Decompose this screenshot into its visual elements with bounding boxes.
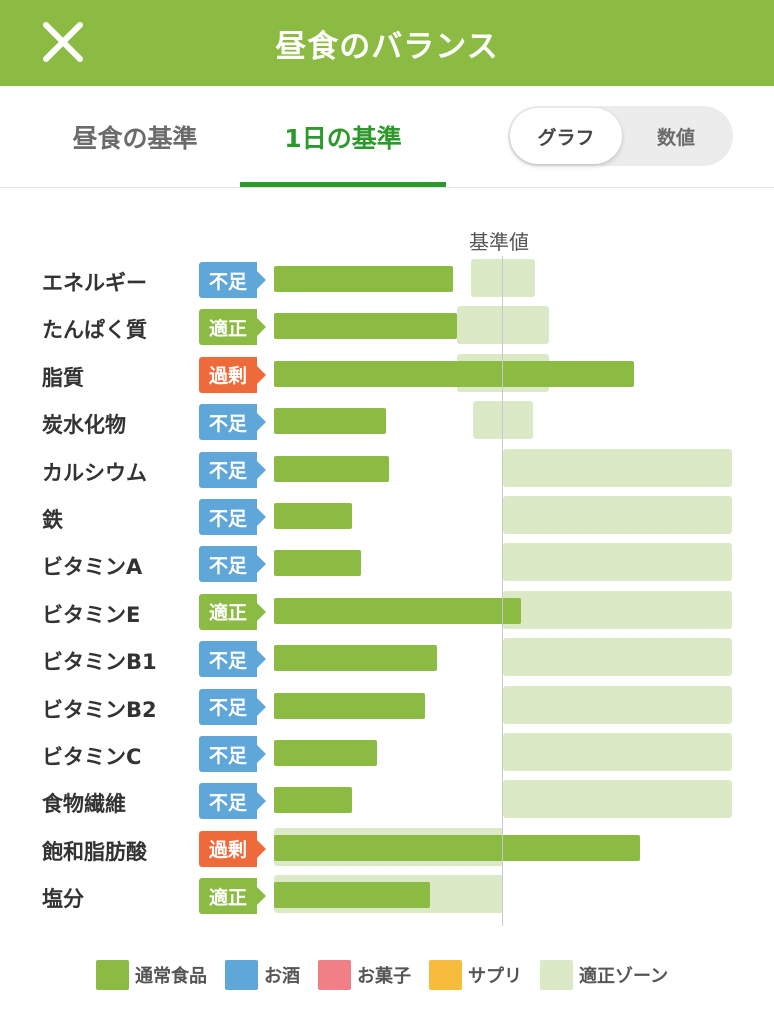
status-badge: 不足 (199, 451, 266, 488)
nutrient-row: ビタミンC 不足 (0, 733, 774, 781)
legend-item: サプリ (429, 960, 522, 990)
status-badge: 適正 (199, 878, 266, 915)
appropriate-zone (503, 543, 732, 582)
intake-bar (274, 503, 352, 529)
intake-bar (274, 455, 389, 482)
nutrient-name: ビタミンB1 (42, 650, 157, 675)
view-toggle[interactable]: グラフ 数値 (508, 106, 733, 166)
reference-label: 基準値 (469, 230, 529, 254)
status-badge: 不足 (199, 404, 266, 441)
status-badge: 不足 (199, 262, 266, 298)
page-title: 昼食のバランス (275, 28, 499, 65)
legend-swatch (225, 960, 258, 990)
legend-label: 適正ゾーン (579, 966, 669, 987)
graph-view-button[interactable]: グラフ (510, 108, 622, 164)
nutrient-name: 脂質 (42, 365, 84, 390)
intake-bar (274, 834, 641, 861)
intake-bar (274, 313, 458, 340)
intake-bar (274, 787, 352, 814)
nutrient-name: 鉄 (42, 508, 63, 532)
intake-bar (274, 408, 387, 435)
status-badge: 適正 (199, 309, 266, 346)
legend-swatch (429, 960, 462, 990)
active-tab-indicator (240, 182, 446, 187)
intake-bar (274, 645, 437, 672)
legend-label: お酒 (264, 966, 300, 987)
nutrient-row: 鉄 不足 (0, 496, 774, 544)
nutrient-row: ビタミンA 不足 (0, 543, 774, 591)
nutrient-name: ビタミンE (42, 602, 141, 627)
appropriate-zone (503, 590, 732, 629)
legend-swatch (540, 960, 573, 990)
nutrient-name: たんぱく質 (42, 318, 147, 343)
nutrient-row: 炭水化物 不足 (0, 401, 774, 449)
intake-bar (274, 740, 378, 766)
nutrient-name: 炭水化物 (42, 413, 126, 438)
legend-item: 適正ゾーン (540, 960, 668, 990)
appropriate-zone (503, 685, 732, 724)
tab-bar: 昼食の基準 1日の基準 (0, 86, 774, 188)
status-badge: 適正 (199, 593, 266, 630)
intake-bar (274, 266, 453, 292)
status-badge: 不足 (199, 641, 266, 678)
reference-line (502, 256, 503, 926)
numeric-view-button[interactable]: 数値 (656, 126, 695, 149)
nutrient-name: カルシウム (42, 460, 147, 485)
status-badge: 不足 (199, 736, 266, 772)
close-button[interactable] (38, 19, 88, 65)
nutrient-name: ビタミンA (42, 555, 143, 580)
nutrient-row: たんぱく質 適正 (0, 306, 774, 354)
legend-label: お菓子 (357, 966, 411, 987)
intake-bar (274, 882, 430, 909)
intake-bar (274, 360, 634, 387)
legend-item: お酒 (225, 960, 300, 990)
legend-item: お菓子 (318, 960, 411, 990)
status-badge: 不足 (199, 499, 266, 535)
legend-label: 通常食品 (135, 966, 207, 987)
nutrient-name: ビタミンB2 (42, 697, 157, 722)
appropriate-zone (503, 780, 732, 819)
tab-lunch-standard[interactable]: 昼食の基準 (72, 124, 198, 153)
tab-daily-standard[interactable]: 1日の基準 (284, 124, 402, 153)
status-badge: 過剰 (199, 356, 266, 393)
nutrient-row: 脂質 過剰 (0, 353, 774, 402)
intake-bar (274, 550, 362, 577)
legend-swatch (318, 960, 351, 990)
app-header: 昼食のバランス (0, 0, 774, 86)
status-badge: 不足 (199, 546, 266, 583)
nutrient-row: ビタミンE 適正 (0, 590, 774, 639)
nutrient-row: 飽和脂肪酸 過剰 (0, 827, 774, 876)
appropriate-zone (503, 496, 732, 534)
intake-bar (274, 692, 426, 719)
nutrient-name: エネルギー (42, 271, 147, 295)
appropriate-zone (503, 733, 732, 771)
legend-item: 通常食品 (96, 960, 207, 990)
legend-swatch (96, 960, 129, 990)
nutrient-name: 塩分 (42, 887, 84, 912)
nutrient-row: ビタミンB1 不足 (0, 638, 774, 686)
nutrient-name: ビタミンC (42, 745, 142, 769)
status-badge: 不足 (199, 783, 266, 820)
nutrient-row: 塩分 適正 (0, 875, 774, 923)
appropriate-zone (503, 448, 732, 487)
nutrient-row: ビタミンB2 不足 (0, 685, 774, 734)
nutrient-row: エネルギー 不足 (0, 259, 774, 307)
nutrient-row: カルシウム 不足 (0, 448, 774, 497)
status-badge: 過剰 (199, 830, 266, 867)
chart-legend: 通常食品 お酒 お菓子 サプリ 適正ゾーン (96, 960, 686, 990)
legend-label: サプリ (468, 966, 522, 987)
nutrient-name: 飽和脂肪酸 (42, 839, 147, 864)
intake-bar (274, 597, 522, 624)
close-icon (43, 22, 83, 62)
nutrient-row: 食物繊維 不足 (0, 780, 774, 828)
appropriate-zone (503, 638, 732, 677)
nutrient-name: 食物繊維 (42, 792, 126, 817)
status-badge: 不足 (199, 688, 266, 725)
